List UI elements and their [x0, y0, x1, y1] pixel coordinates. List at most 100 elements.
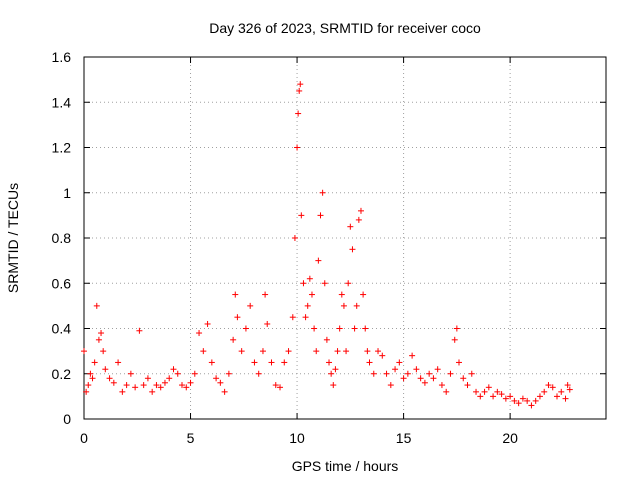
data-point — [464, 382, 471, 389]
data-point — [89, 375, 96, 382]
data-point — [87, 370, 94, 377]
data-point — [311, 325, 318, 332]
data-point — [347, 223, 354, 230]
data-point — [481, 388, 488, 395]
x-tick-label: 20 — [502, 430, 518, 446]
data-point — [136, 327, 143, 334]
data-point — [532, 397, 539, 404]
data-point — [562, 395, 569, 402]
x-tick-label: 15 — [396, 430, 412, 446]
data-point — [541, 388, 548, 395]
data-point — [477, 393, 484, 400]
data-point — [308, 291, 315, 298]
data-point — [119, 388, 126, 395]
data-point — [140, 382, 147, 389]
data-point — [566, 386, 573, 393]
data-point — [383, 370, 390, 377]
data-point — [95, 336, 102, 343]
data-point — [498, 391, 505, 398]
data-point — [379, 352, 386, 359]
data-point — [455, 359, 462, 366]
data-point — [132, 384, 139, 391]
chart-title: Day 326 of 2023, SRMTID for receiver coc… — [209, 20, 481, 36]
data-point — [340, 302, 347, 309]
data-point — [451, 336, 458, 343]
data-point — [545, 382, 552, 389]
data-point — [370, 370, 377, 377]
data-point — [511, 397, 518, 404]
data-point — [375, 348, 382, 355]
data-point — [351, 325, 358, 332]
data-point — [295, 110, 302, 117]
data-point — [93, 302, 100, 309]
data-point — [196, 330, 203, 337]
data-point — [213, 375, 220, 382]
data-point — [494, 388, 501, 395]
data-point — [102, 366, 109, 373]
y-tick-label: 1.6 — [52, 49, 72, 65]
data-point — [225, 370, 232, 377]
data-point — [251, 359, 258, 366]
data-point — [255, 370, 262, 377]
data-point — [328, 370, 335, 377]
data-point — [468, 370, 475, 377]
data-point — [360, 291, 367, 298]
data-point — [191, 370, 198, 377]
data-point — [242, 325, 249, 332]
data-point — [334, 348, 341, 355]
data-point — [345, 280, 352, 287]
data-point — [247, 302, 254, 309]
data-point — [553, 393, 560, 400]
data-point — [149, 388, 156, 395]
data-points — [81, 81, 573, 409]
data-point — [170, 366, 177, 373]
data-point — [507, 393, 514, 400]
data-point — [355, 216, 362, 223]
data-point — [332, 366, 339, 373]
data-point — [536, 393, 543, 400]
data-point — [294, 144, 301, 151]
data-point — [230, 336, 237, 343]
data-point — [200, 348, 207, 355]
data-point — [447, 370, 454, 377]
data-point — [321, 280, 328, 287]
data-point — [157, 384, 164, 391]
data-point — [306, 275, 313, 282]
data-point — [392, 366, 399, 373]
data-point — [434, 366, 441, 373]
data-point — [524, 397, 531, 404]
y-tick-label: 0.8 — [52, 230, 72, 246]
data-point — [106, 375, 113, 382]
data-point — [110, 379, 117, 386]
data-point — [473, 388, 480, 395]
data-point — [387, 382, 394, 389]
axis-ticks: 0 0.2 0.4 0.6 0.8 1 1.2 1.4 1.6 0 5 10 15 20 — [52, 49, 606, 446]
data-point — [317, 212, 324, 219]
data-point — [515, 400, 522, 407]
data-point — [315, 257, 322, 264]
data-point — [460, 375, 467, 382]
data-point — [336, 325, 343, 332]
data-point — [277, 384, 284, 391]
data-point — [81, 348, 87, 355]
data-point — [85, 382, 92, 389]
x-tick-label: 10 — [289, 430, 305, 446]
data-point — [357, 207, 364, 214]
y-tick-label: 1.4 — [52, 94, 72, 110]
data-point — [153, 382, 160, 389]
data-point — [144, 375, 151, 382]
x-axis-label: GPS time / hours — [292, 458, 399, 474]
data-point — [409, 352, 416, 359]
data-point — [396, 359, 403, 366]
y-tick-label: 0.6 — [52, 275, 72, 291]
data-point — [349, 246, 356, 253]
data-point — [174, 370, 181, 377]
data-point — [364, 348, 371, 355]
data-point — [187, 379, 194, 386]
data-point — [208, 359, 215, 366]
data-point — [272, 382, 279, 389]
data-point — [326, 359, 333, 366]
x-tick-label: 5 — [187, 430, 195, 446]
y-tick-label: 1 — [63, 185, 71, 201]
